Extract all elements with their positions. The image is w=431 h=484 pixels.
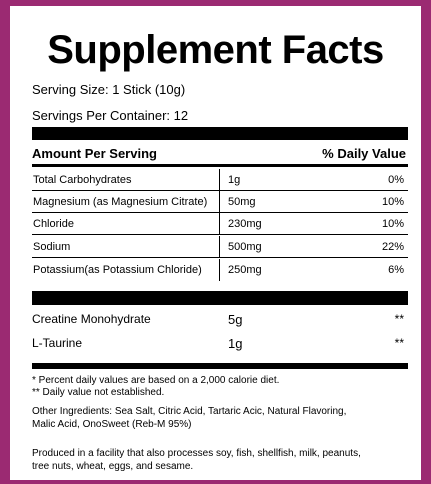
- thick-divider-top: [32, 127, 408, 140]
- thick-divider-bottom: [32, 363, 408, 369]
- nutrient-dv: 10%: [381, 217, 404, 230]
- divider-header: [32, 164, 408, 167]
- facility-line-2: tree nuts, wheat, eggs, and sesame.: [32, 461, 194, 472]
- label-title: Supplement Facts: [47, 28, 384, 72]
- nutrient-dv: 10%: [381, 195, 404, 208]
- nutrient-row: Total Carbohydrates 1g 0%: [32, 169, 408, 191]
- other-name: L-Taurine: [32, 336, 83, 350]
- nutrient-dv: 6%: [388, 264, 404, 276]
- daily-value-label: % Daily Value: [322, 146, 406, 161]
- ingredients-line-1: Other Ingredients: Sea Salt, Citric Acid…: [32, 406, 347, 417]
- supplement-facts-panel: Supplement Facts Serving Size: 1 Stick (…: [10, 6, 421, 480]
- nutrient-name: Potassium(as Potassium Chloride): [32, 259, 220, 281]
- nutrient-name: Chloride: [32, 213, 220, 234]
- nutrient-name: Total Carbohydrates: [32, 169, 220, 190]
- other-amount: 1g: [228, 335, 243, 351]
- nutrient-amount: 250mg: [228, 264, 262, 276]
- servings-per-container: Servings Per Container: 12: [32, 108, 189, 123]
- nutrient-row: Magnesium (as Magnesium Citrate) 50mg 10…: [32, 191, 408, 213]
- serving-size: Serving Size: 1 Stick (10g): [32, 82, 186, 97]
- nutrient-row: Potassium(as Potassium Chloride) 250mg 6…: [32, 259, 408, 281]
- thick-divider-middle: [32, 291, 408, 305]
- nutrient-amount: 230mg: [228, 217, 262, 230]
- nutrient-name: Sodium: [32, 236, 220, 257]
- other-dv: **: [394, 336, 404, 350]
- nutrient-dv: 0%: [388, 173, 404, 186]
- footnote-not-established: ** Daily value not established.: [32, 387, 165, 398]
- nutrient-row: Sodium 500mg 22%: [32, 236, 408, 258]
- nutrient-dv: 22%: [381, 240, 404, 253]
- nutrient-amount: 50mg: [228, 195, 256, 208]
- other-row: Creatine Monohydrate 5g **: [32, 307, 408, 331]
- amount-header: Amount Per Serving % Daily Value: [32, 146, 408, 161]
- other-dv: **: [394, 312, 404, 326]
- other-row: L-Taurine 1g **: [32, 331, 408, 355]
- facility-line-1: Produced in a facility that also process…: [32, 448, 361, 459]
- nutrient-amount: 1g: [228, 173, 241, 186]
- nutrient-row: Chloride 230mg 10%: [32, 213, 408, 235]
- ingredients-line-2: Malic Acid, OnoSweet (Reb-M 95%): [32, 419, 192, 430]
- amount-per-serving-label: Amount Per Serving: [32, 146, 157, 161]
- nutrient-amount: 500mg: [228, 240, 262, 253]
- nutrient-name: Magnesium (as Magnesium Citrate): [32, 191, 220, 212]
- other-amount: 5g: [228, 311, 243, 327]
- other-name: Creatine Monohydrate: [32, 312, 151, 326]
- footnote-percent: * Percent daily values are based on a 2,…: [32, 375, 280, 386]
